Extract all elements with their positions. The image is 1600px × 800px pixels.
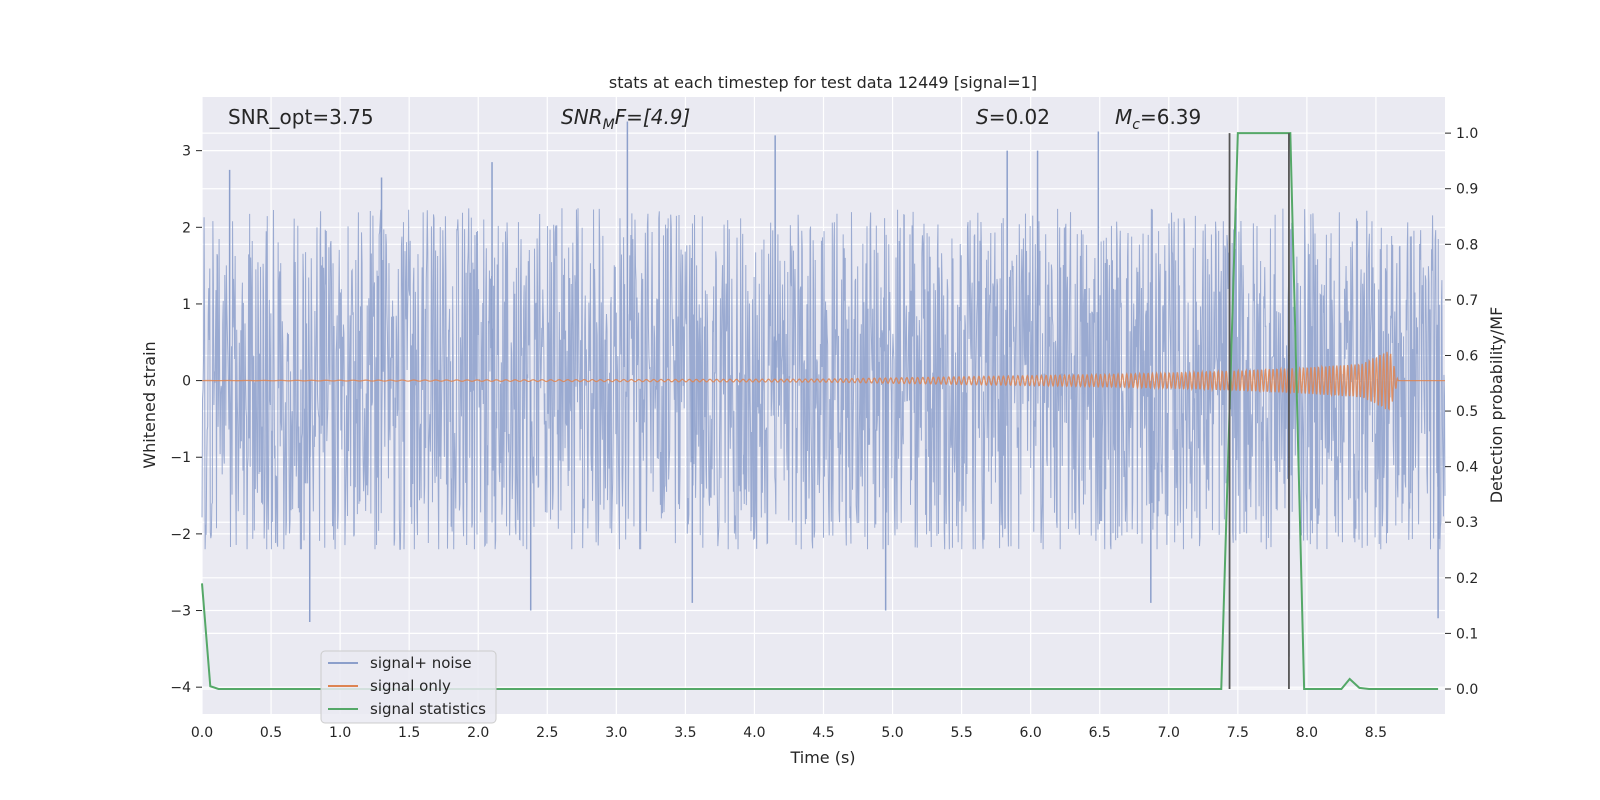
y-right-tick-label: 1.0 <box>1456 126 1478 142</box>
y-right-tick-label: 0.9 <box>1456 182 1478 198</box>
legend-box <box>320 650 497 724</box>
y-right-tick-label: 0.6 <box>1456 348 1478 364</box>
x-tick-label: 1.5 <box>398 725 420 741</box>
series-signal-statistics <box>201 132 1439 690</box>
x-tick-label: 0.0 <box>191 725 213 741</box>
y-right-tick-labels: 1.0 0.9 0.8 0.7 0.6 0.5 0.4 0.3 0.2 0.1 0.0 <box>1445 126 1478 698</box>
y-left-tick-label: 2 <box>182 220 191 236</box>
x-tick-label: 2.5 <box>536 725 558 741</box>
chart-title: stats at each timestep for test data 124… <box>609 73 1037 92</box>
series-signal-noise <box>201 121 1446 657</box>
signal-noise-line <box>201 208 1446 550</box>
y-left-axis-label: Whitened strain <box>140 341 159 468</box>
y-right-tick-label: 0.3 <box>1456 515 1478 531</box>
x-tick-label: 6.0 <box>1020 725 1042 741</box>
y-right-tick-label: 0.5 <box>1456 404 1478 420</box>
x-tick-label: 3.0 <box>605 725 627 741</box>
x-tick-label: 5.0 <box>881 725 903 741</box>
y-right-tick-label: 0.7 <box>1456 293 1478 309</box>
y-left-tick-label: 1 <box>182 297 191 313</box>
x-tick-label: 1.0 <box>329 725 351 741</box>
x-tick-label: 8.0 <box>1296 725 1318 741</box>
x-axis-label: Time (s) <box>789 748 855 767</box>
legend: signal+ noise signal only signal statist… <box>320 650 497 724</box>
annotation-mc: Mc=6.39 <box>1115 105 1201 133</box>
x-tick-labels: 0.0 0.5 1.0 1.5 2.0 2.5 3.0 3.5 4.0 4.5 5.0 5.5 6.0 6… <box>191 725 1387 741</box>
y-right-axis-label: Detection probability/MF <box>1487 307 1506 504</box>
y-right-tick-label: 0.4 <box>1456 460 1478 476</box>
y-right-tick-label: 0.0 <box>1456 682 1478 698</box>
y-right-tick-label: 0.1 <box>1456 626 1478 642</box>
x-tick-label: 2.0 <box>467 725 489 741</box>
annotation-snr-opt: SNR_opt=3.75 <box>228 105 374 129</box>
x-tick-label: 7.0 <box>1158 725 1180 741</box>
x-tick-label: 4.0 <box>743 725 765 741</box>
signal-statistics-line <box>201 132 1439 690</box>
y-left-tick-label: 3 <box>182 144 191 160</box>
x-tick-label: 4.5 <box>812 725 834 741</box>
y-left-tick-label: 0 <box>182 374 191 390</box>
legend-label-signal-noise: signal+ noise <box>370 654 472 672</box>
series-signal-only <box>202 351 1445 411</box>
y-left-tick-labels: 3 2 1 0 −1 −2 −3 −4 <box>170 144 202 696</box>
legend-label-signal-statistics: signal statistics <box>370 700 486 718</box>
x-tick-label: 0.5 <box>260 725 282 741</box>
x-tick-label: 3.5 <box>674 725 696 741</box>
y-left-tick-label: −4 <box>170 680 191 696</box>
annotation-s: S=0.02 <box>976 105 1050 129</box>
annotation-snr-mf: SNRMF=[4.9] <box>561 105 690 133</box>
y-left-tick-label: −3 <box>170 604 191 620</box>
y-right-tick-label: 0.2 <box>1456 571 1478 587</box>
legend-label-signal-only: signal only <box>370 677 451 695</box>
x-tick-label: 5.5 <box>950 725 972 741</box>
y-left-tick-label: −2 <box>170 527 191 543</box>
signal-only-line <box>202 351 1445 411</box>
detection-markers <box>1228 133 1290 689</box>
x-tick-label: 7.5 <box>1227 725 1249 741</box>
x-tick-label: 8.5 <box>1365 725 1387 741</box>
x-tick-label: 6.5 <box>1089 725 1111 741</box>
y-left-tick-label: −1 <box>170 450 191 466</box>
y-right-tick-label: 0.8 <box>1456 237 1478 253</box>
